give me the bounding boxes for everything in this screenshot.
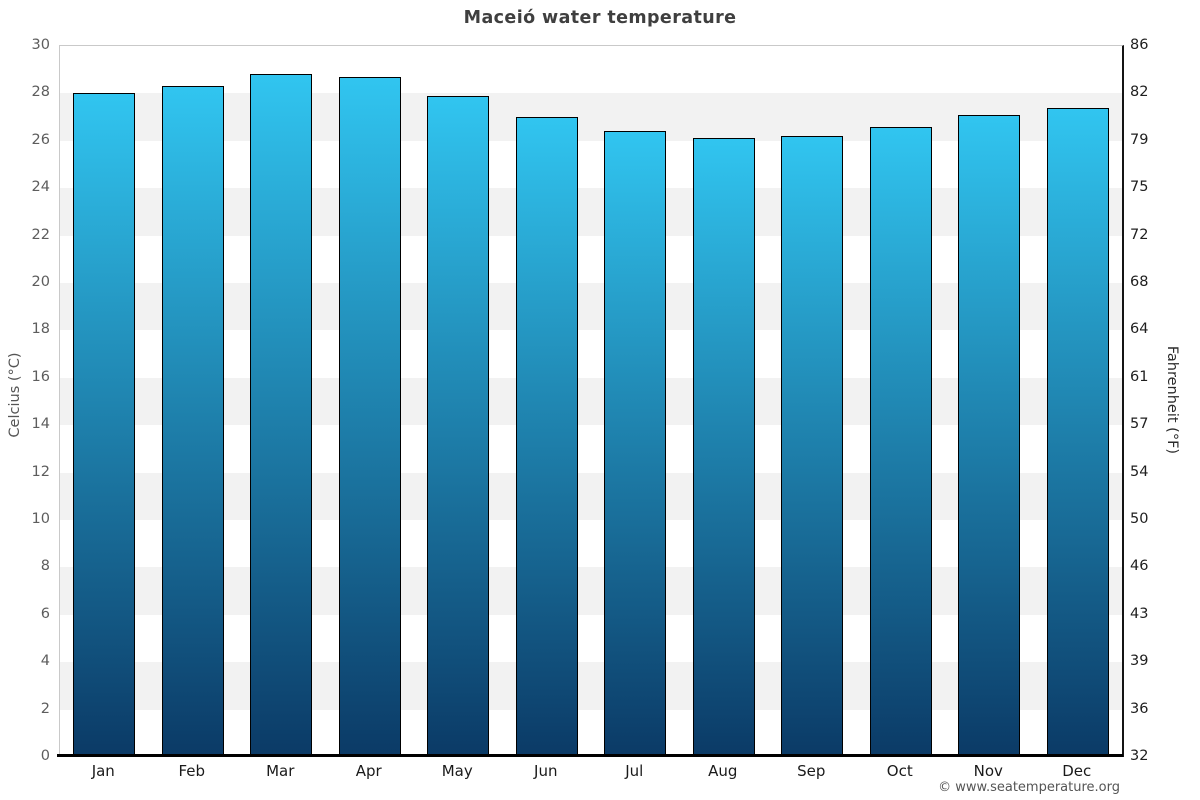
y-axis-title-celsius: Celcius (°C) [7, 352, 23, 438]
y-tick-label-celsius: 10 [31, 511, 50, 527]
x-tick-label-apr: Apr [355, 762, 382, 780]
y-tick-label-celsius: 26 [31, 131, 50, 148]
grid-band [60, 283, 1122, 331]
y-tick-label-fahrenheit: 57 [1130, 416, 1149, 433]
x-tick-label-jul: Jul [625, 762, 644, 780]
y-tick-label-fahrenheit: 82 [1130, 84, 1149, 101]
bar-jun [515, 117, 578, 757]
y-tick-label-celsius: 16 [31, 368, 50, 385]
y-tick-label-fahrenheit: 79 [1130, 131, 1149, 148]
x-tick-label-mar: Mar [266, 762, 295, 780]
bar-aug [692, 138, 755, 757]
y-tick-label-celsius: 18 [31, 321, 50, 338]
grid-band [60, 93, 1122, 141]
y-tick-label-fahrenheit: 32 [1130, 748, 1149, 764]
x-tick-label-may: May [441, 762, 473, 780]
y-axis-title-fahrenheit: Fahrenheit (°F) [1164, 345, 1180, 455]
y-tick-label-celsius: 20 [31, 274, 50, 290]
bar-jan [73, 93, 136, 757]
y-tick-label-fahrenheit: 75 [1130, 179, 1149, 196]
grid-band [60, 377, 1122, 426]
x-tick-label-aug: Aug [708, 762, 738, 780]
y-tick-label-celsius: 12 [31, 463, 50, 480]
y-tick-label-fahrenheit: 61 [1130, 368, 1149, 385]
x-tick-label-jun: Jun [534, 762, 558, 780]
y-tick-label-celsius: 0 [40, 748, 50, 764]
y-tick-label-celsius: 6 [40, 605, 50, 622]
bar-may [427, 95, 490, 757]
bar-mar [250, 74, 313, 757]
grid-band [60, 662, 1122, 710]
x-tick-label-oct: Oct [886, 762, 913, 780]
grid-band [60, 188, 1122, 236]
bar-jul [604, 131, 667, 757]
x-tick-label-dec: Dec [1062, 762, 1092, 780]
plot-area [59, 45, 1124, 757]
bar-sep [781, 136, 844, 757]
y-tick-label-fahrenheit: 68 [1130, 274, 1149, 290]
y-tick-label-celsius: 2 [40, 700, 50, 717]
y-tick-label-celsius: 30 [31, 37, 50, 53]
y-tick-label-celsius: 24 [31, 179, 50, 196]
y-tick-label-fahrenheit: 39 [1130, 653, 1149, 670]
y-tick-label-celsius: 14 [31, 416, 50, 433]
bar-oct [869, 126, 932, 757]
bar-nov [958, 114, 1021, 757]
x-tick-label-nov: Nov [973, 762, 1003, 780]
y-tick-label-fahrenheit: 54 [1130, 463, 1149, 480]
y-tick-label-fahrenheit: 86 [1130, 37, 1149, 53]
y-tick-label-celsius: 8 [40, 558, 50, 575]
y-tick-label-fahrenheit: 72 [1130, 226, 1149, 243]
footer-credit-link[interactable]: © www.seatemperature.org [938, 780, 1120, 795]
y-tick-label-celsius: 28 [31, 84, 50, 101]
y-tick-label-celsius: 22 [31, 226, 50, 243]
y-tick-label-fahrenheit: 64 [1130, 321, 1149, 338]
bar-feb [161, 86, 224, 757]
grid-band [60, 567, 1122, 615]
y-tick-label-fahrenheit: 46 [1130, 558, 1149, 575]
chart-title: Maceió water temperature [463, 8, 737, 28]
y-tick-label-fahrenheit: 36 [1130, 700, 1149, 717]
grid-band [60, 472, 1122, 520]
y-tick-label-fahrenheit: 50 [1130, 511, 1149, 527]
y-tick-label-celsius: 4 [40, 653, 50, 670]
x-tick-label-jan: Jan [91, 762, 115, 780]
bar-dec [1046, 107, 1109, 757]
x-axis-line [57, 754, 1123, 757]
y-tick-label-fahrenheit: 43 [1130, 605, 1149, 622]
x-tick-label-feb: Feb [178, 762, 206, 780]
x-tick-label-sep: Sep [797, 762, 826, 780]
bar-apr [338, 76, 401, 757]
